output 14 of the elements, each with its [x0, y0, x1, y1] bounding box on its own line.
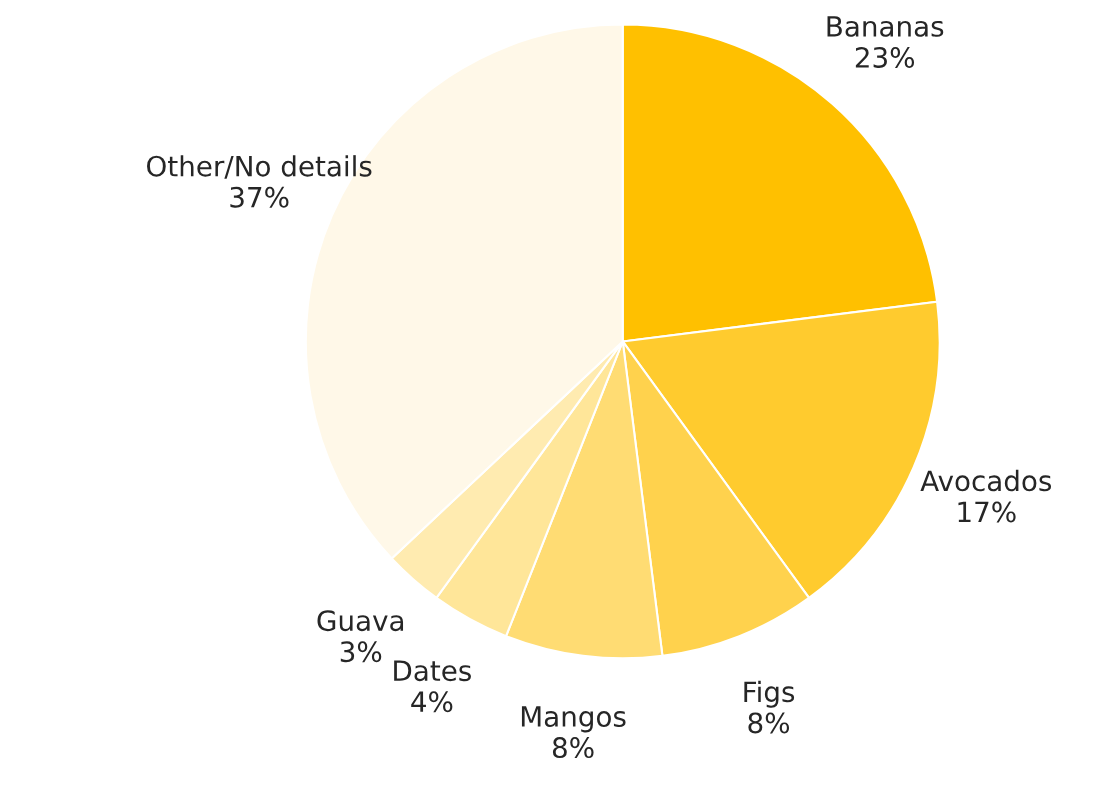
slice-label: Figs [744, 680, 795, 708]
slice-label: Guava [317, 610, 404, 632]
data-label: 37% [230, 186, 289, 208]
slice-label: Mangos [521, 706, 626, 733]
slice-label: Other/No details [147, 155, 372, 179]
data-label: 3% [340, 641, 382, 663]
data-label: 17% [958, 501, 1016, 523]
slice-label: Bananas [827, 16, 944, 37]
data-label: 8% [552, 737, 594, 759]
data-label: 8% [748, 712, 790, 734]
data-label: 4% [411, 691, 453, 713]
slice-label: Dates [394, 660, 471, 682]
data-label: 23% [855, 46, 915, 68]
slice-label: Avocados [920, 469, 1052, 492]
